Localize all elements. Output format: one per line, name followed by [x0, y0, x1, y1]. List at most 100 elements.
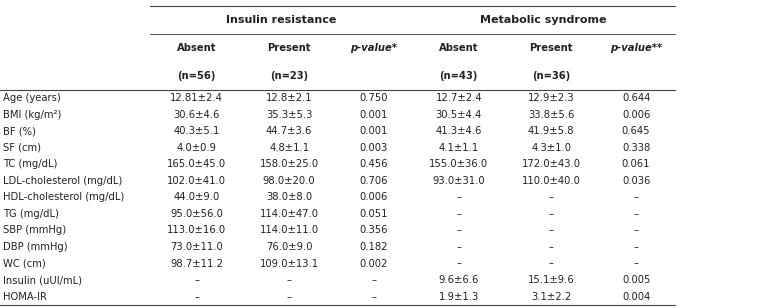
Text: –: –: [634, 242, 638, 252]
Text: BF (%): BF (%): [3, 126, 36, 136]
Text: 165.0±45.0: 165.0±45.0: [167, 159, 226, 169]
Text: 0.338: 0.338: [622, 143, 650, 153]
Text: 30.5±4.4: 30.5±4.4: [436, 110, 482, 120]
Text: (n=56): (n=56): [177, 71, 216, 81]
Text: 0.645: 0.645: [622, 126, 650, 136]
Text: Insulin resistance: Insulin resistance: [226, 15, 337, 25]
Text: 3.1±2.2: 3.1±2.2: [531, 292, 571, 302]
Text: SF (cm): SF (cm): [3, 143, 41, 153]
Text: –: –: [372, 275, 376, 285]
Text: 0.006: 0.006: [622, 110, 650, 120]
Text: –: –: [194, 292, 199, 302]
Text: (n=36): (n=36): [532, 71, 571, 81]
Text: –: –: [287, 275, 291, 285]
Text: 12.8±2.1: 12.8±2.1: [266, 93, 312, 103]
Text: 0.004: 0.004: [622, 292, 650, 302]
Text: 41.9±5.8: 41.9±5.8: [528, 126, 574, 136]
Text: 155.0±36.0: 155.0±36.0: [429, 159, 488, 169]
Text: 4.8±1.1: 4.8±1.1: [269, 143, 309, 153]
Text: TC (mg/dL): TC (mg/dL): [3, 159, 58, 169]
Text: HOMA-IR: HOMA-IR: [3, 292, 47, 302]
Text: DBP (mmHg): DBP (mmHg): [3, 242, 68, 252]
Text: (n=23): (n=23): [270, 71, 308, 81]
Text: –: –: [634, 225, 638, 235]
Text: –: –: [456, 242, 461, 252]
Text: 15.1±9.6: 15.1±9.6: [528, 275, 574, 285]
Text: –: –: [456, 258, 461, 269]
Text: TG (mg/dL): TG (mg/dL): [3, 209, 59, 219]
Text: 0.051: 0.051: [360, 209, 388, 219]
Text: 113.0±16.0: 113.0±16.0: [167, 225, 226, 235]
Text: –: –: [549, 192, 554, 202]
Text: 44.0±9.0: 44.0±9.0: [173, 192, 220, 202]
Text: –: –: [549, 225, 554, 235]
Text: 98.7±11.2: 98.7±11.2: [170, 258, 223, 269]
Text: –: –: [549, 258, 554, 269]
Text: 0.644: 0.644: [622, 93, 650, 103]
Text: 114.0±11.0: 114.0±11.0: [260, 225, 318, 235]
Text: 76.0±9.0: 76.0±9.0: [266, 242, 312, 252]
Text: Age (years): Age (years): [3, 93, 61, 103]
Text: 33.8±5.6: 33.8±5.6: [528, 110, 574, 120]
Text: –: –: [456, 192, 461, 202]
Text: 4.3±1.0: 4.3±1.0: [531, 143, 571, 153]
Text: 93.0±31.0: 93.0±31.0: [433, 176, 485, 186]
Text: 4.1±1.1: 4.1±1.1: [439, 143, 479, 153]
Text: 109.0±13.1: 109.0±13.1: [260, 258, 318, 269]
Text: (n=43): (n=43): [439, 71, 478, 81]
Text: 0.061: 0.061: [622, 159, 650, 169]
Text: 73.0±11.0: 73.0±11.0: [170, 242, 223, 252]
Text: 41.3±4.6: 41.3±4.6: [436, 126, 482, 136]
Text: p-value*: p-value*: [351, 43, 397, 53]
Text: 95.0±56.0: 95.0±56.0: [170, 209, 223, 219]
Text: 0.706: 0.706: [360, 176, 388, 186]
Text: 12.9±2.3: 12.9±2.3: [528, 93, 574, 103]
Text: 0.002: 0.002: [360, 258, 388, 269]
Text: BMI (kg/m²): BMI (kg/m²): [3, 110, 62, 120]
Text: 0.036: 0.036: [622, 176, 650, 186]
Text: WC (cm): WC (cm): [3, 258, 45, 269]
Text: Insulin (uUI/mL): Insulin (uUI/mL): [3, 275, 82, 285]
Text: 9.6±6.6: 9.6±6.6: [439, 275, 479, 285]
Text: –: –: [287, 292, 291, 302]
Text: –: –: [634, 192, 638, 202]
Text: HDL-cholesterol (mg/dL): HDL-cholesterol (mg/dL): [3, 192, 124, 202]
Text: 172.0±43.0: 172.0±43.0: [522, 159, 581, 169]
Text: –: –: [549, 209, 554, 219]
Text: Absent: Absent: [439, 43, 479, 53]
Text: Metabolic syndrome: Metabolic syndrome: [480, 15, 607, 25]
Text: 0.182: 0.182: [360, 242, 388, 252]
Text: –: –: [456, 209, 461, 219]
Text: p-value**: p-value**: [610, 43, 662, 53]
Text: 30.6±4.6: 30.6±4.6: [173, 110, 220, 120]
Text: 102.0±41.0: 102.0±41.0: [167, 176, 226, 186]
Text: –: –: [634, 258, 638, 269]
Text: –: –: [549, 242, 554, 252]
Text: 12.81±2.4: 12.81±2.4: [170, 93, 223, 103]
Text: 38.0±8.0: 38.0±8.0: [266, 192, 312, 202]
Text: 158.0±25.0: 158.0±25.0: [260, 159, 318, 169]
Text: 40.3±5.1: 40.3±5.1: [173, 126, 220, 136]
Text: –: –: [372, 292, 376, 302]
Text: 110.0±40.0: 110.0±40.0: [522, 176, 581, 186]
Text: 35.3±5.3: 35.3±5.3: [266, 110, 312, 120]
Text: –: –: [194, 275, 199, 285]
Text: 44.7±3.6: 44.7±3.6: [266, 126, 312, 136]
Text: 0.001: 0.001: [360, 126, 388, 136]
Text: 0.456: 0.456: [360, 159, 388, 169]
Text: –: –: [456, 225, 461, 235]
Text: Present: Present: [268, 43, 311, 53]
Text: 0.001: 0.001: [360, 110, 388, 120]
Text: LDL-cholesterol (mg/dL): LDL-cholesterol (mg/dL): [3, 176, 123, 186]
Text: 98.0±20.0: 98.0±20.0: [263, 176, 315, 186]
Text: SBP (mmHg): SBP (mmHg): [3, 225, 66, 235]
Text: 114.0±47.0: 114.0±47.0: [260, 209, 318, 219]
Text: 0.003: 0.003: [360, 143, 388, 153]
Text: 0.006: 0.006: [360, 192, 388, 202]
Text: 1.9±1.3: 1.9±1.3: [439, 292, 479, 302]
Text: 0.750: 0.750: [360, 93, 388, 103]
Text: Present: Present: [530, 43, 573, 53]
Text: 0.356: 0.356: [360, 225, 388, 235]
Text: Absent: Absent: [177, 43, 217, 53]
Text: –: –: [634, 209, 638, 219]
